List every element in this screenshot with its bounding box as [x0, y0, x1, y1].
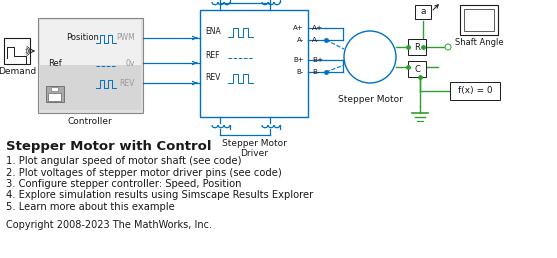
Bar	[460, 5, 498, 35]
Text: Position: Position	[66, 34, 99, 43]
Text: Copyright 2008-2023 The MathWorks, Inc.: Copyright 2008-2023 The MathWorks, Inc.	[6, 220, 212, 230]
Text: Controller: Controller	[67, 117, 113, 126]
Text: B-: B-	[297, 69, 304, 75]
Text: Stepper Motor: Stepper Motor	[338, 95, 403, 104]
Text: 3. Configure stepper controller: Speed, Position: 3. Configure stepper controller: Speed, …	[6, 179, 242, 189]
Text: 0v: 0v	[126, 59, 135, 68]
Text: f(x) = 0: f(x) = 0	[458, 86, 492, 95]
Text: a: a	[420, 7, 426, 17]
Bar	[4, 38, 30, 64]
Bar	[408, 61, 426, 77]
Circle shape	[344, 31, 396, 83]
Text: Demand: Demand	[0, 67, 36, 76]
Text: A+: A+	[312, 25, 323, 31]
Text: A-: A-	[312, 37, 320, 43]
Text: B-: B-	[312, 69, 320, 75]
Text: 5. Learn more about this example: 5. Learn more about this example	[6, 202, 175, 212]
Text: Stepper Motor
Driver: Stepper Motor Driver	[222, 139, 286, 158]
Bar	[450, 82, 500, 100]
Text: 4. Explore simulation results using Simscape Results Explorer: 4. Explore simulation results using Sims…	[6, 190, 313, 200]
Bar	[40, 20, 141, 65]
Bar	[48, 93, 61, 101]
Text: 2. Plot voltages of stepper motor driver pins (see code): 2. Plot voltages of stepper motor driver…	[6, 167, 282, 178]
Text: REV: REV	[120, 78, 135, 87]
Text: R: R	[414, 43, 420, 52]
Text: 1. Plot angular speed of motor shaft (see code): 1. Plot angular speed of motor shaft (se…	[6, 156, 242, 166]
Bar	[40, 65, 141, 110]
Text: B+: B+	[294, 57, 304, 63]
Text: REF: REF	[205, 51, 219, 60]
Bar	[46, 86, 64, 102]
Text: Stepper Motor with Control: Stepper Motor with Control	[6, 140, 212, 153]
Bar	[464, 9, 494, 31]
Text: ENA: ENA	[205, 28, 221, 36]
Text: Ref: Ref	[48, 59, 62, 68]
Bar	[200, 10, 308, 117]
Bar	[38, 18, 143, 113]
Bar	[408, 39, 426, 55]
Bar	[51, 87, 58, 91]
Text: A-: A-	[297, 37, 304, 43]
Text: A+: A+	[294, 25, 304, 31]
Text: C: C	[414, 64, 420, 74]
Text: B+: B+	[312, 57, 323, 63]
Text: REV: REV	[205, 74, 221, 83]
Text: Shaft Angle: Shaft Angle	[455, 38, 504, 47]
Text: PWM: PWM	[116, 34, 135, 43]
Bar	[415, 5, 431, 19]
Circle shape	[445, 44, 451, 50]
